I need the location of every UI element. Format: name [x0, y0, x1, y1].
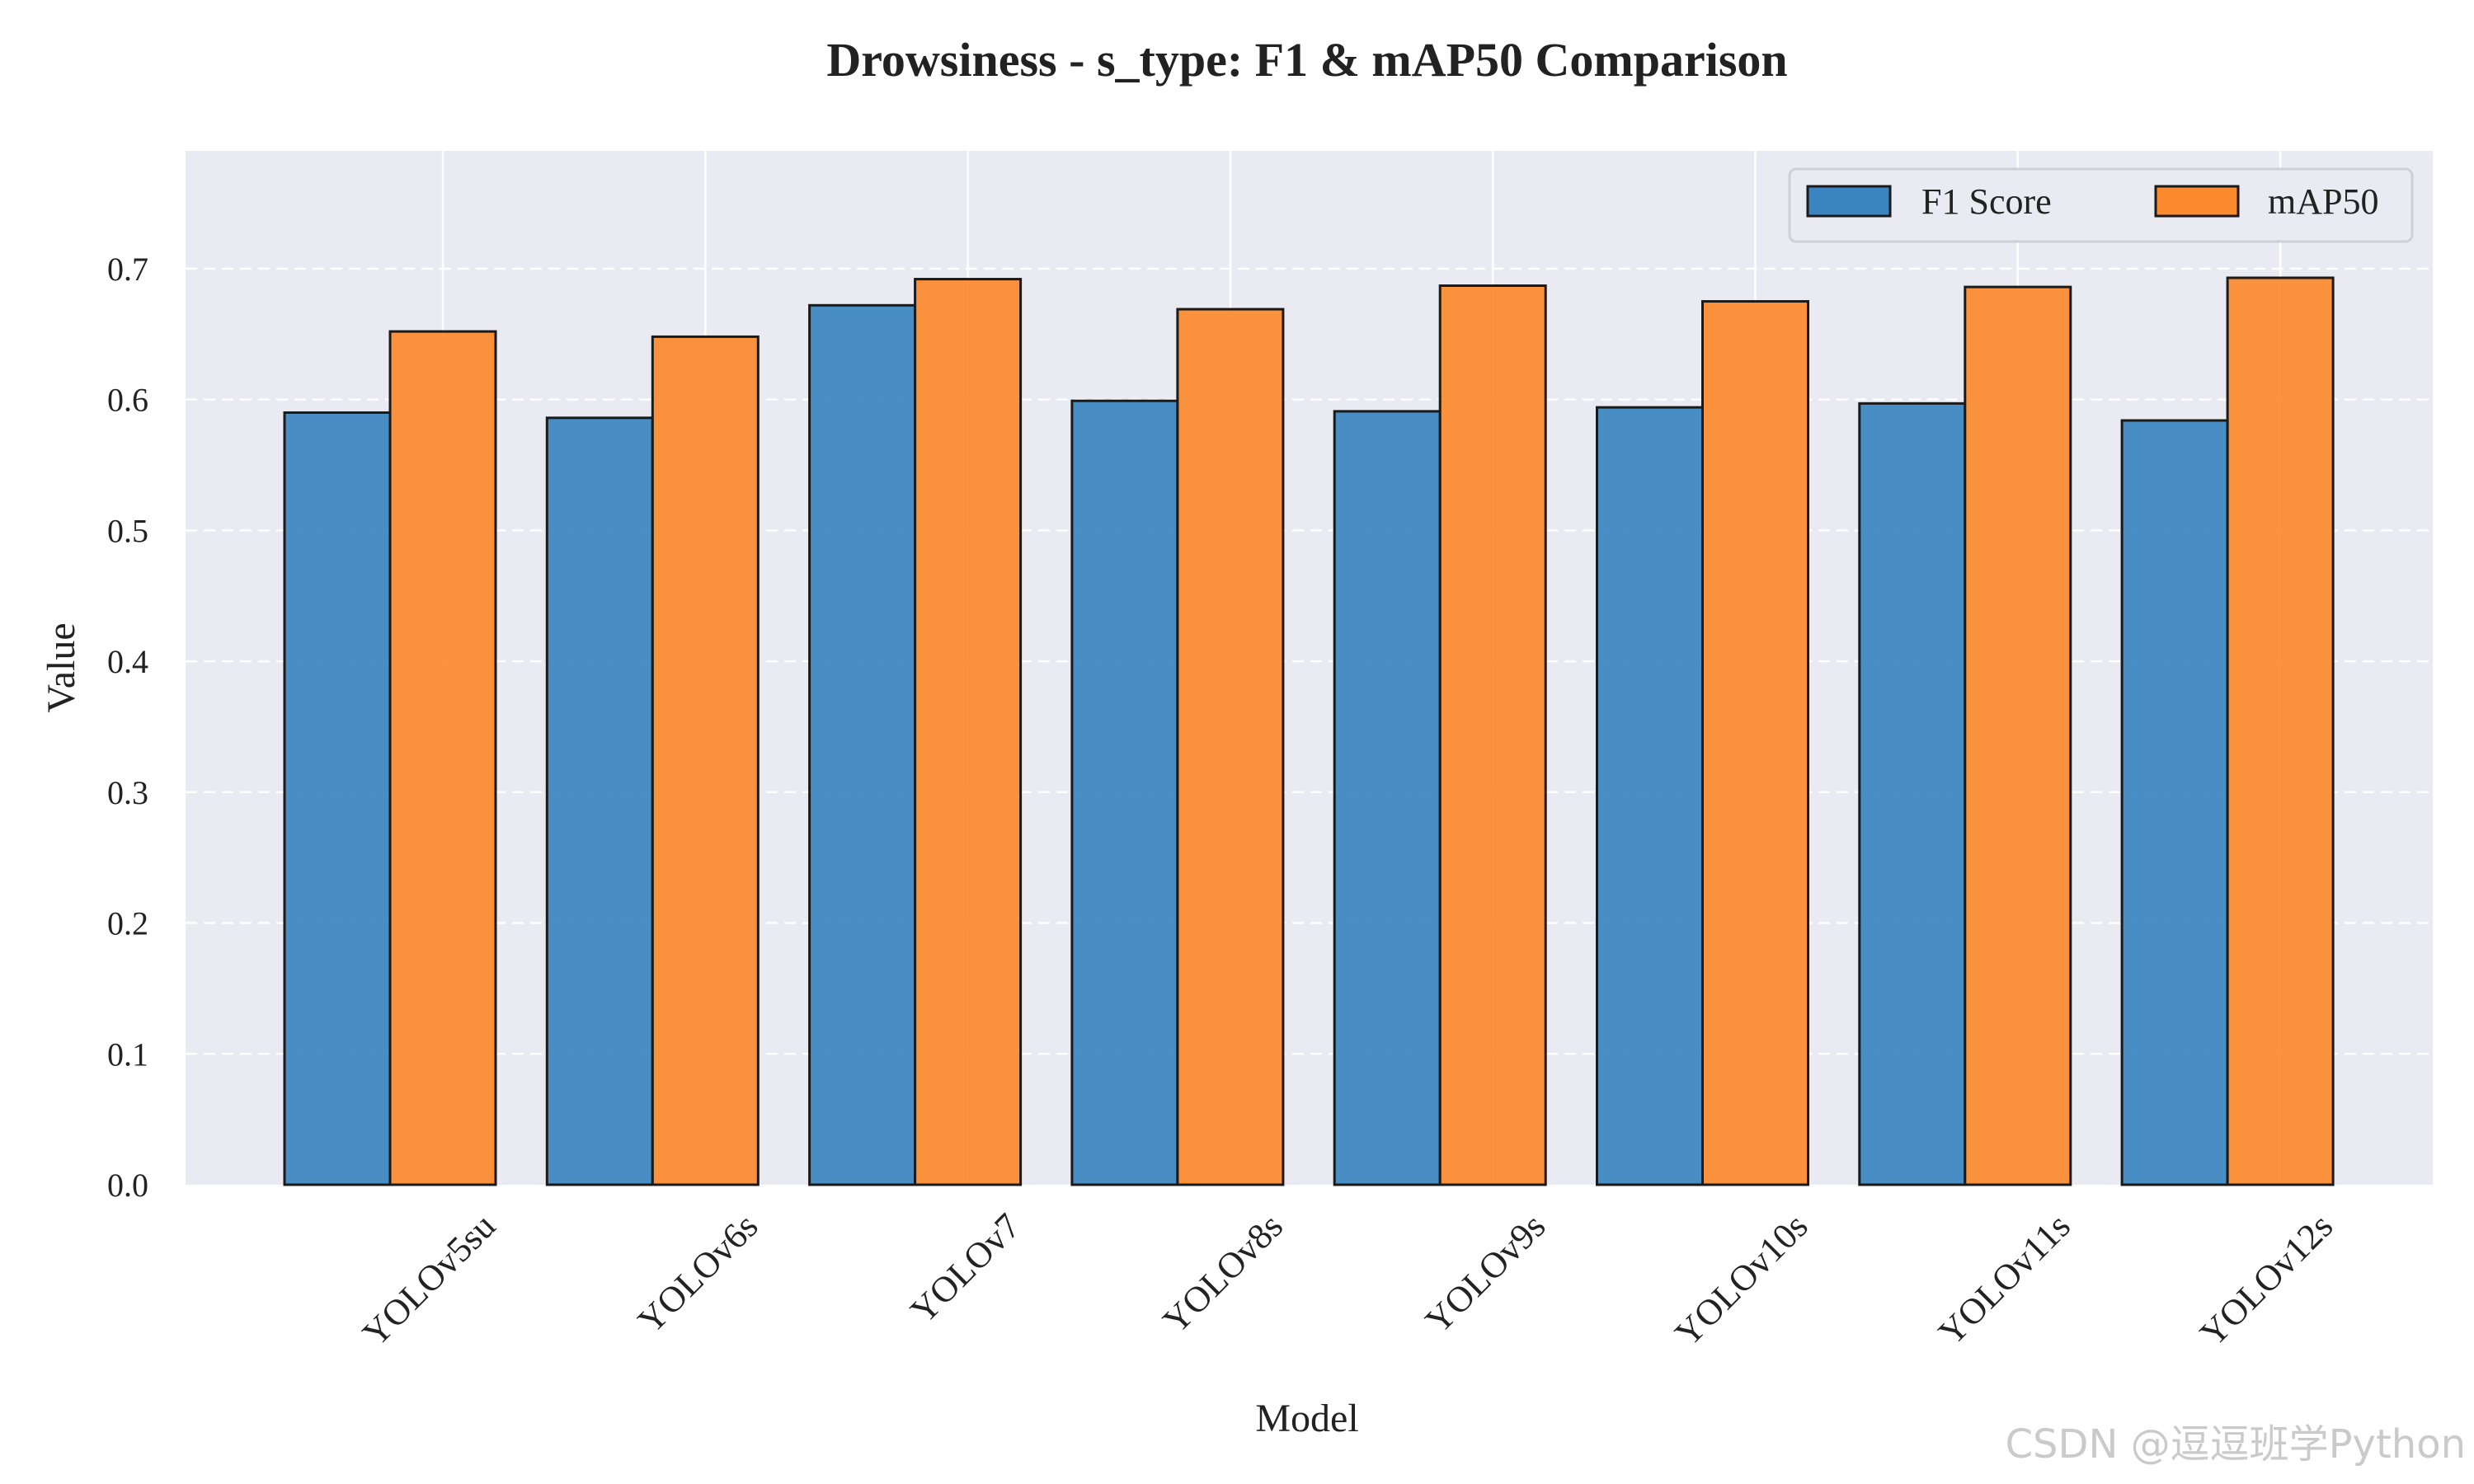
bar-map50-yolov9s	[1438, 284, 1547, 1186]
bar-f1-yolov5su	[283, 411, 392, 1186]
bar-map50-yolov11s	[1964, 285, 2072, 1186]
y-tick-label: 0.5	[107, 512, 148, 549]
bar-f1-yolov7	[808, 303, 917, 1186]
bar-map50-yolov8s	[1176, 308, 1285, 1186]
legend-label-map50: mAP50	[2268, 181, 2378, 222]
bar-f1-yolov11s	[1858, 402, 1967, 1186]
bar-map50-yolov10s	[1701, 300, 1809, 1186]
chart-title: Drowsiness - s_type: F1 & mAP50 Comparis…	[826, 33, 1787, 87]
legend-swatch-map50	[2154, 185, 2240, 218]
y-tick-label: 0.3	[107, 774, 148, 811]
y-tick-label: 0.7	[107, 251, 148, 288]
y-axis-label: Value	[40, 622, 83, 712]
y-tick-label: 0.2	[107, 905, 148, 942]
y-tick-label: 0.0	[107, 1167, 148, 1204]
x-tick-label: YOLOv5su	[355, 1205, 503, 1354]
x-axis-ticks: YOLOv5su YOLOv6s YOLOv7 YOLOv8s YOLOv9s YOLOv…	[355, 1205, 2340, 1354]
x-tick-label: YOLOv8s	[1155, 1205, 1291, 1341]
plot-area	[186, 151, 2433, 1185]
y-axis-ticks: 0.0 0.1 0.2 0.3 0.4 0.5 0.6 0.7	[107, 251, 148, 1204]
bar-map50-yolov7	[914, 278, 1023, 1186]
x-tick-label: YOLOv9s	[1418, 1205, 1553, 1341]
bar-map50-yolov6s	[651, 335, 760, 1186]
bars	[283, 276, 2335, 1186]
legend: F1 Score mAP50	[1788, 167, 2414, 243]
bar-f1-yolov10s	[1596, 406, 1704, 1186]
x-tick-label: YOLOv10s	[1667, 1205, 1816, 1354]
bar-f1-yolov9s	[1333, 410, 1442, 1186]
x-axis-label: Model	[1255, 1397, 1358, 1440]
bar-map50-yolov5su	[388, 330, 497, 1186]
bar-f1-yolov8s	[1070, 399, 1179, 1186]
x-tick-label: YOLOv11s	[1931, 1205, 2078, 1353]
bar-f1-yolov6s	[545, 416, 654, 1186]
x-tick-label: YOLOv12s	[2192, 1205, 2340, 1354]
y-tick-label: 0.4	[107, 643, 148, 680]
y-tick-label: 0.1	[107, 1036, 148, 1073]
bar-map50-yolov12s	[2226, 276, 2335, 1186]
legend-swatch-f1	[1806, 185, 1892, 218]
bar-f1-yolov12s	[2120, 419, 2229, 1186]
y-tick-label: 0.6	[107, 382, 148, 419]
x-tick-label: YOLOv7	[902, 1205, 1028, 1331]
watermark: CSDN @逗逗班学Python	[2006, 1421, 2467, 1468]
legend-box	[1788, 167, 2414, 243]
legend-label-f1: F1 Score	[1921, 181, 2052, 222]
x-tick-label: YOLOv6s	[630, 1205, 765, 1341]
